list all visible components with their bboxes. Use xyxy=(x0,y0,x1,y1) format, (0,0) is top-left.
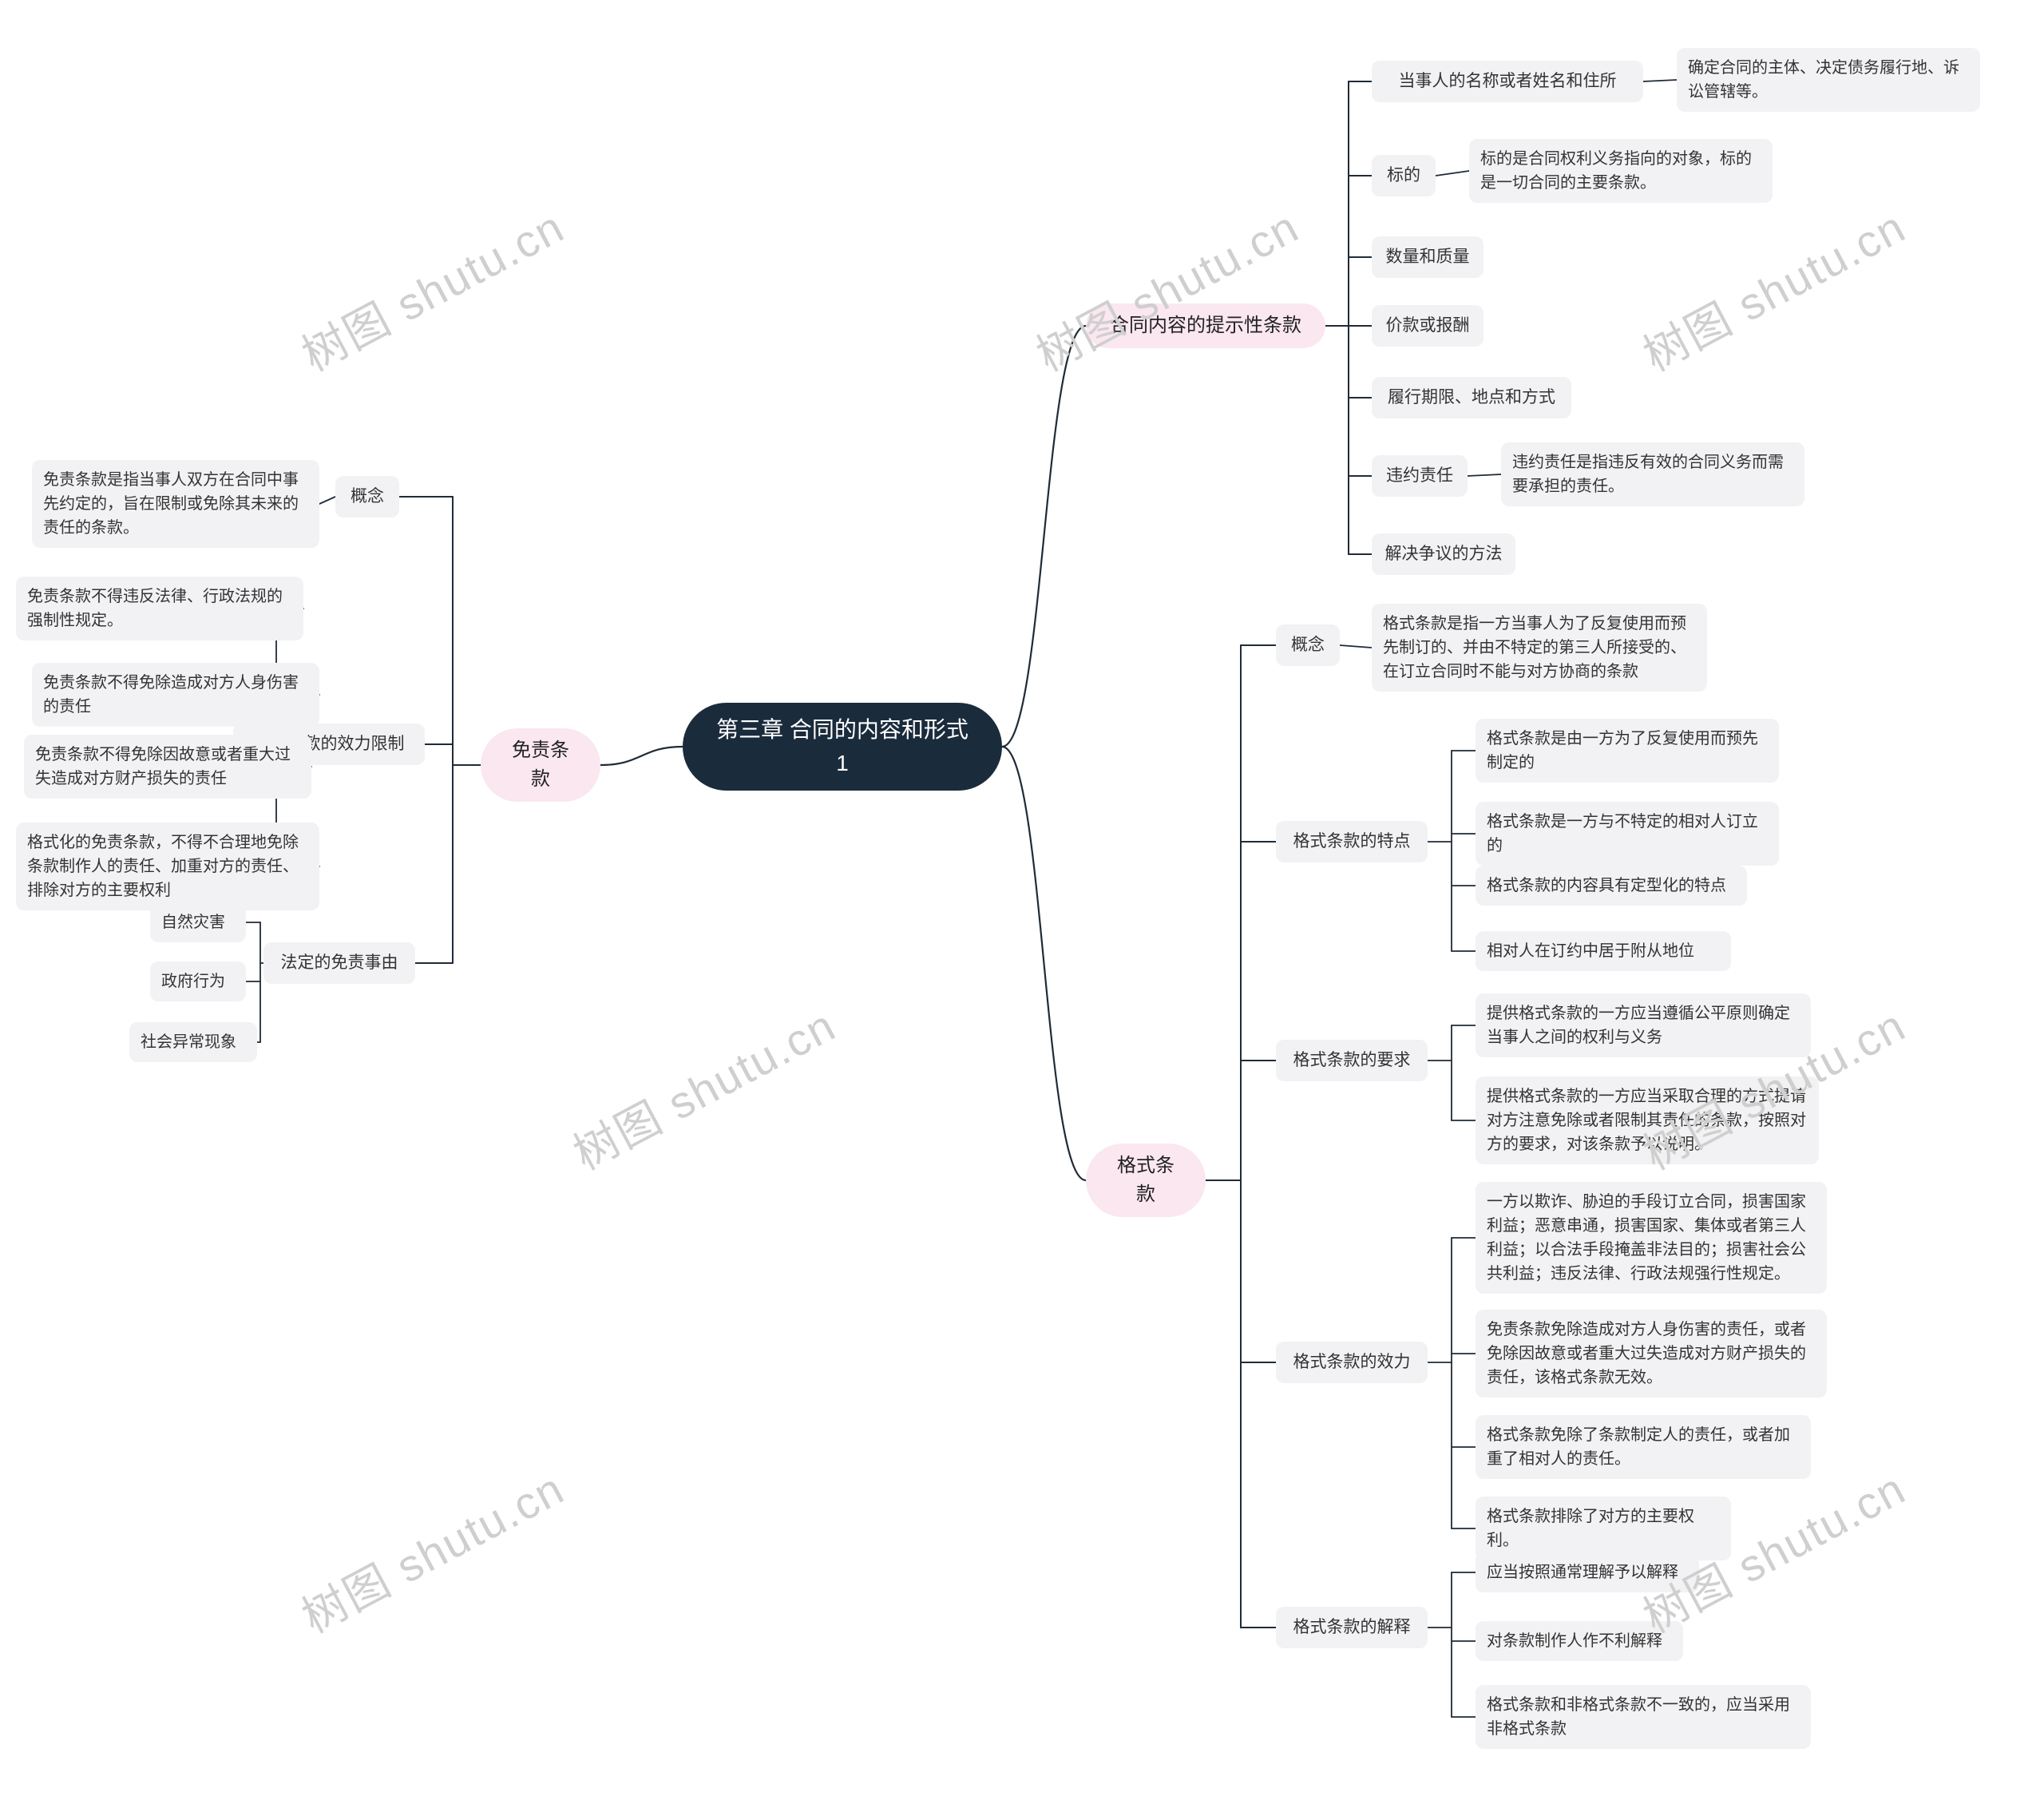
l-fm-js-2: 对条款制作人作不利解释 xyxy=(1476,1621,1683,1661)
b-format: 格式条款 xyxy=(1086,1144,1206,1217)
l-fm-js-1: 应当按照通常理解予以解释 xyxy=(1476,1552,1699,1592)
s-fm-gn: 概念 xyxy=(1276,624,1340,666)
l-fm-td-2: 格式条款是一方与不特定的相对人订立的 xyxy=(1476,802,1779,866)
l-ex-fd-1: 自然灾害 xyxy=(150,902,246,942)
b-exempt: 免责条款 xyxy=(481,728,600,802)
l-fm-xl-1: 一方以欺诈、胁迫的手段订立合同，损害国家利益；恶意串通，损害国家、集体或者第三人… xyxy=(1476,1182,1827,1294)
l-fm-xl-4: 格式条款排除了对方的主要权利。 xyxy=(1476,1497,1731,1560)
s-ex-fd: 法定的免责事由 xyxy=(263,942,415,984)
l-fm-td-4: 相对人在订约中居于附从地位 xyxy=(1476,931,1731,971)
l-fm-td-1: 格式条款是由一方为了反复使用而预先制定的 xyxy=(1476,719,1779,783)
l-ex-fd-3: 社会异常现象 xyxy=(129,1022,257,1062)
l-fm-yq-2: 提供格式条款的一方应当采取合理的方式提请对方注意免除或者限制其责任的条款，按照对… xyxy=(1476,1076,1819,1164)
s-fm-xl: 格式条款的效力 xyxy=(1276,1342,1428,1383)
s-ti-slzl: 数量和质量 xyxy=(1372,236,1483,278)
watermark: 树图 shutu.cn xyxy=(289,192,574,384)
s-fm-yq: 格式条款的要求 xyxy=(1276,1040,1428,1081)
l-fm-xl-2: 免责条款免除造成对方人身伤害的责任，或者免除因故意或者重大过失造成对方财产损失的… xyxy=(1476,1310,1827,1398)
b-tisxi: 合同内容的提示性条款 xyxy=(1086,303,1325,348)
s-fm-td: 格式条款的特点 xyxy=(1276,821,1428,862)
l-ti-dsr-1: 确定合同的主体、决定债务履行地、诉讼管辖等。 xyxy=(1677,48,1980,112)
s-ti-bd: 标的 xyxy=(1372,155,1436,196)
l-ex-xz-3: 免责条款不得免除因故意或者重大过失造成对方财产损失的责任 xyxy=(24,735,311,799)
l-ex-fd-2: 政府行为 xyxy=(150,961,246,1001)
s-ti-wy: 违约责任 xyxy=(1372,455,1468,497)
s-fm-js: 格式条款的解释 xyxy=(1276,1607,1428,1648)
l-ex-gn-1: 免责条款是指当事人双方在合同中事先约定的，旨在限制或免除其未来的责任的条款。 xyxy=(32,460,319,548)
root-node: 第三章 合同的内容和形式1 xyxy=(683,703,1002,791)
watermark: 树图 shutu.cn xyxy=(1630,192,1915,384)
l-ex-xz-2: 免责条款不得免除造成对方人身伤害的责任 xyxy=(32,663,319,727)
s-ti-jk: 价款或报酬 xyxy=(1372,305,1483,347)
l-ex-xz-4: 格式化的免责条款，不得不合理地免除条款制作人的责任、加重对方的责任、排除对方的主… xyxy=(16,823,319,910)
s-ti-jj: 解决争议的方法 xyxy=(1372,533,1515,575)
l-fm-xl-3: 格式条款免除了条款制定人的责任，或者加重了相对人的责任。 xyxy=(1476,1415,1811,1479)
watermark: 树图 shutu.cn xyxy=(561,990,846,1183)
l-fm-js-3: 格式条款和非格式条款不一致的，应当采用非格式条款 xyxy=(1476,1685,1811,1749)
mindmap-canvas: 第三章 合同的内容和形式1免责条款合同内容的提示性条款格式条款概念免责条款的效力… xyxy=(0,0,2044,1804)
l-ti-bd-1: 标的是合同权利义务指向的对象，标的是一切合同的主要条款。 xyxy=(1469,139,1773,203)
watermark: 树图 shutu.cn xyxy=(289,1453,574,1646)
l-ti-wy-1: 违约责任是指违反有效的合同义务而需要承担的责任。 xyxy=(1501,442,1804,506)
l-ex-xz-1: 免责条款不得违反法律、行政法规的强制性规定。 xyxy=(16,577,303,640)
s-ti-qx: 履行期限、地点和方式 xyxy=(1372,377,1571,418)
watermark: 树图 shutu.cn xyxy=(1024,192,1309,384)
l-fm-yq-1: 提供格式条款的一方应当遵循公平原则确定当事人之间的权利与义务 xyxy=(1476,993,1811,1057)
s-ti-dsr: 当事人的名称或者姓名和住所 xyxy=(1372,61,1643,102)
l-fm-gn-1: 格式条款是指一方当事人为了反复使用而预先制订的、并由不特定的第三人所接受的、在订… xyxy=(1372,604,1707,692)
s-ex-gn: 概念 xyxy=(335,476,399,517)
l-fm-td-3: 格式条款的内容具有定型化的特点 xyxy=(1476,866,1747,906)
